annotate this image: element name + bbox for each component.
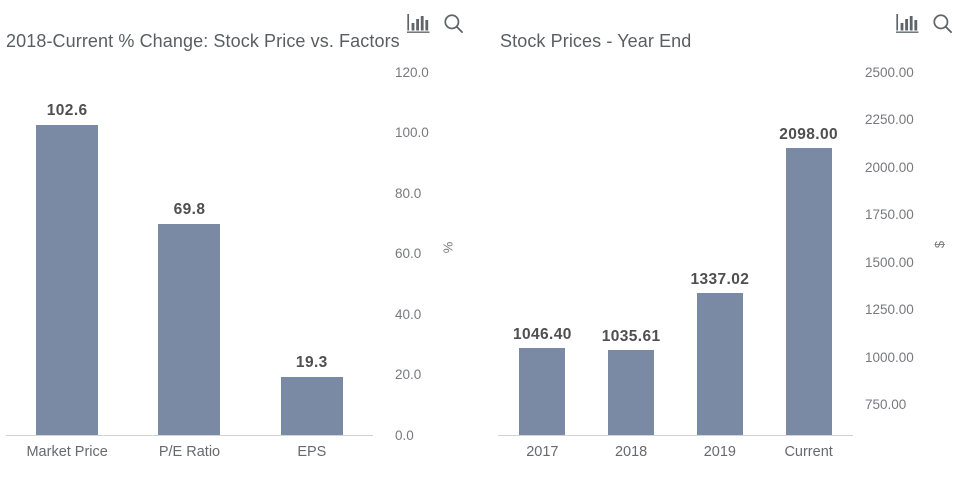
y-tick-label: 1750.00 [865,206,914,222]
y-tick-label: 750.00 [865,396,907,412]
y-tick-label: 100.0 [395,124,429,140]
plot-area: 1046.40 1035.61 1337.02 2098.00 [498,72,853,436]
y-tick-label: 60.0 [395,245,422,261]
bar-2018[interactable] [608,350,655,435]
chart-toolbar [896,13,953,34]
y-axis: 750.00 1000.00 1250.00 1500.00 1750.00 2000.0… [865,65,940,435]
x-axis-labels: 2017 2018 2019 Current [498,444,853,460]
zoom-icon[interactable] [443,13,464,34]
bar-chart-icon[interactable] [896,14,919,33]
category-label: 2017 [526,444,559,460]
y-tick-label: 0.0 [395,427,414,443]
category-label: 2019 [703,444,736,460]
bar-slot: 102.6 [6,72,128,435]
category-label: Market Price [26,444,108,460]
chart-title: 2018-Current % Change: Stock Price vs. F… [6,31,400,51]
y-tick-label: 2500.00 [865,64,914,80]
bar-value-label: 1337.02 [690,270,750,288]
bar-slot: 1035.61 [587,72,676,435]
bar-value-label: 2098.00 [779,125,839,143]
bar-value-label: 1046.40 [512,325,572,343]
y-tick-label: 1000.00 [865,349,914,365]
chart-toolbar [407,13,464,34]
y-axis-unit-label: $ [932,240,948,249]
y-tick-label: 1500.00 [865,254,914,270]
category-label: P/E Ratio [158,444,221,460]
zoom-icon[interactable] [932,13,953,34]
y-tick-label: 2000.00 [865,159,914,175]
bars-group: 1046.40 1035.61 1337.02 2098.00 [498,72,853,435]
bar-current[interactable] [785,148,832,435]
chart-title: Stock Prices - Year End [500,31,692,51]
chart-stock-prices: Stock Prices - Year End 1046.40 1035.61 13… [480,0,959,477]
bar-eps[interactable] [280,376,343,435]
plot-area: 102.6 69.8 19.3 [6,72,373,436]
y-tick-label: 20.0 [395,366,422,382]
chart-percent-change: 2018-Current % Change: Stock Price vs. F… [0,0,470,477]
bar-value-label: 102.6 [46,102,88,120]
y-axis-unit-label: % [440,241,456,254]
bar-value-label: 69.8 [173,201,206,219]
y-tick-label: 2250.00 [865,111,914,127]
bar-chart-icon[interactable] [407,14,430,33]
x-axis-labels: Market Price P/E Ratio EPS [6,444,373,460]
category-label: 2018 [614,444,648,460]
bar-slot: 1337.02 [676,72,765,435]
category-label: EPS [297,444,327,460]
y-tick-label: 120.0 [395,64,429,80]
bar-market-price[interactable] [36,124,99,435]
bar-p-e-ratio[interactable] [158,223,221,435]
y-tick-label: 1250.00 [865,301,914,317]
y-axis: 0.0 20.0 40.0 60.0 80.0 100.0 120.0 [395,65,470,441]
bar-slot: 69.8 [128,72,250,435]
bar-slot: 2098.00 [764,72,853,435]
bar-2019[interactable] [696,293,743,435]
y-tick-label: 40.0 [395,306,422,322]
bar-slot: 19.3 [251,72,373,435]
bars-group: 102.6 69.8 19.3 [6,72,373,435]
bar-value-label: 19.3 [295,354,328,372]
y-tick-label: 80.0 [395,185,422,201]
bar-slot: 1046.40 [498,72,587,435]
category-label: Current [784,444,833,460]
bar-value-label: 1035.61 [601,327,661,345]
bar-2017[interactable] [519,348,566,435]
